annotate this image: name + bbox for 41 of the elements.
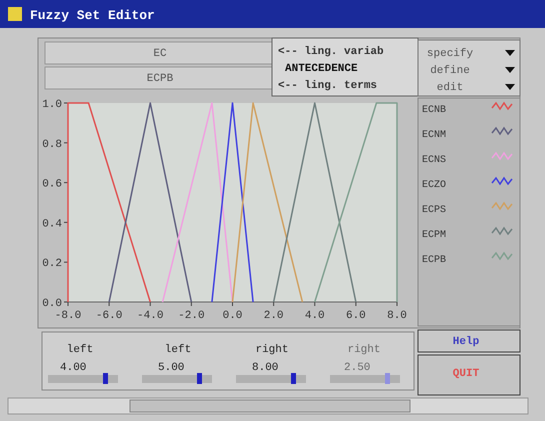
text: define (430, 65, 470, 77)
y-tick-label: 0.4 (42, 218, 62, 230)
text: ECZO (422, 180, 446, 191)
text: ECPM (422, 230, 446, 241)
x-tick-label: 0.0 (222, 310, 242, 322)
text: ECPS (422, 205, 446, 216)
text: ECNB (422, 105, 446, 116)
x-tick-label: 2.0 (264, 310, 284, 322)
y-tick-label: 0.2 (42, 258, 62, 270)
text: right (347, 344, 381, 356)
x-tick-label: 4.0 (304, 310, 325, 322)
text: EC (153, 48, 167, 60)
x-tick-label: 6.0 (346, 310, 366, 322)
text: ANTECEDENCE (285, 63, 358, 75)
text: <-- ling. terms (278, 80, 378, 92)
text: 2.50 (344, 362, 370, 374)
y-tick-label: 1.0 (42, 99, 62, 111)
text: <-- ling. variab (278, 46, 384, 58)
text: left (164, 344, 192, 356)
x-tick-label: -8.0 (54, 310, 82, 322)
text: specify (426, 48, 474, 60)
text: ECNM (422, 130, 446, 141)
text: 8.00 (252, 362, 278, 374)
text: QUIT (452, 368, 480, 380)
x-tick-label: -2.0 (178, 310, 205, 322)
text: edit (436, 82, 464, 94)
x-tick-label: -6.0 (96, 310, 122, 322)
text: 5.00 (158, 362, 184, 374)
y-tick-label: 0.8 (42, 138, 62, 151)
x-tick-label: -4.0 (137, 310, 164, 322)
text: ECPB (146, 73, 174, 85)
x-tick-label: 8.0 (387, 310, 407, 322)
y-tick-label: 0.6 (42, 178, 62, 191)
text: ECPB (422, 255, 446, 266)
chart-title: Fuzzy Set Editor (30, 8, 155, 23)
text: Help (452, 336, 480, 348)
text: left (66, 344, 94, 356)
y-tick-label: 0.0 (42, 298, 62, 310)
text: 4.00 (60, 362, 86, 374)
text: right (255, 344, 289, 356)
text: ECNS (422, 155, 446, 166)
